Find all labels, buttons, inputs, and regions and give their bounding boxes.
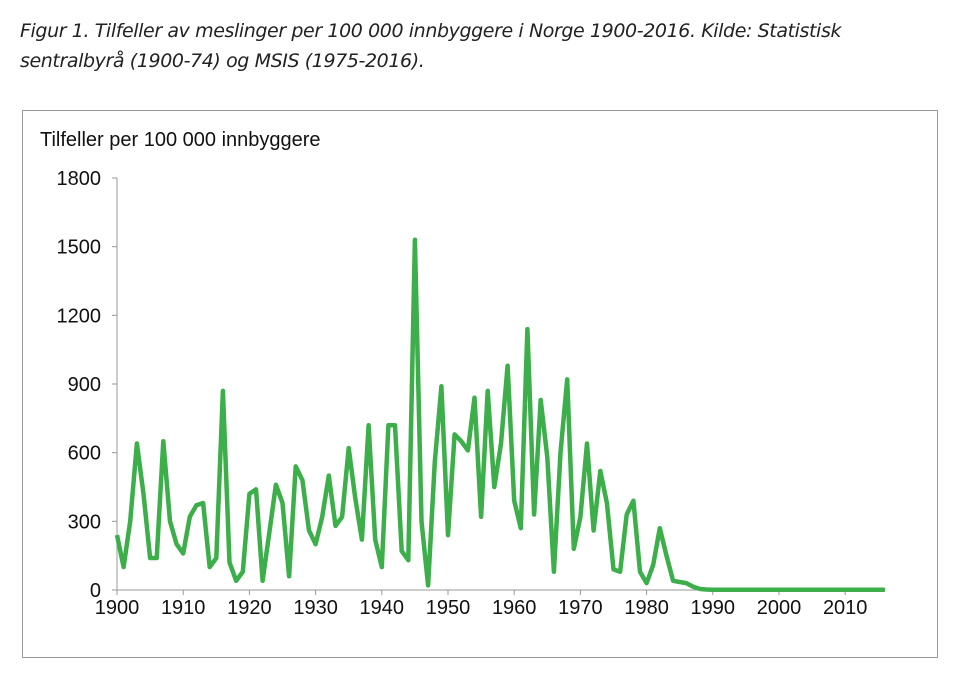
x-tick-label: 2010 <box>823 597 868 619</box>
x-tick-label: 1910 <box>161 597 206 619</box>
figure-caption: Figur 1. Tilfeller av meslinger per 100 … <box>20 20 842 72</box>
y-tick-label: 1200 <box>57 305 102 327</box>
x-tick-label: 2000 <box>757 597 802 619</box>
y-tick-label: 1800 <box>57 168 102 190</box>
x-tick-label: 1900 <box>95 597 140 619</box>
measles-series-line <box>114 237 885 593</box>
y-tick-label: 600 <box>68 443 101 465</box>
x-tick-label: 1940 <box>360 597 405 619</box>
x-tick-label: 1950 <box>426 597 471 619</box>
x-tick-label: 1990 <box>691 597 736 619</box>
y-tick-label: 1500 <box>57 237 102 259</box>
y-tick-label: 900 <box>68 374 101 396</box>
x-tick-label: 1920 <box>227 597 272 619</box>
x-tick-label: 1960 <box>492 597 537 619</box>
x-tick-label: 1980 <box>624 597 669 619</box>
y-tick-label: 0 <box>90 580 101 602</box>
y-tick-label: 300 <box>68 511 101 533</box>
x-tick-label: 1930 <box>293 597 338 619</box>
x-tick-label: 1970 <box>558 597 603 619</box>
chart-frame <box>22 110 938 658</box>
y-axis-label: Tilfeller per 100 000 innbyggere <box>40 129 321 151</box>
